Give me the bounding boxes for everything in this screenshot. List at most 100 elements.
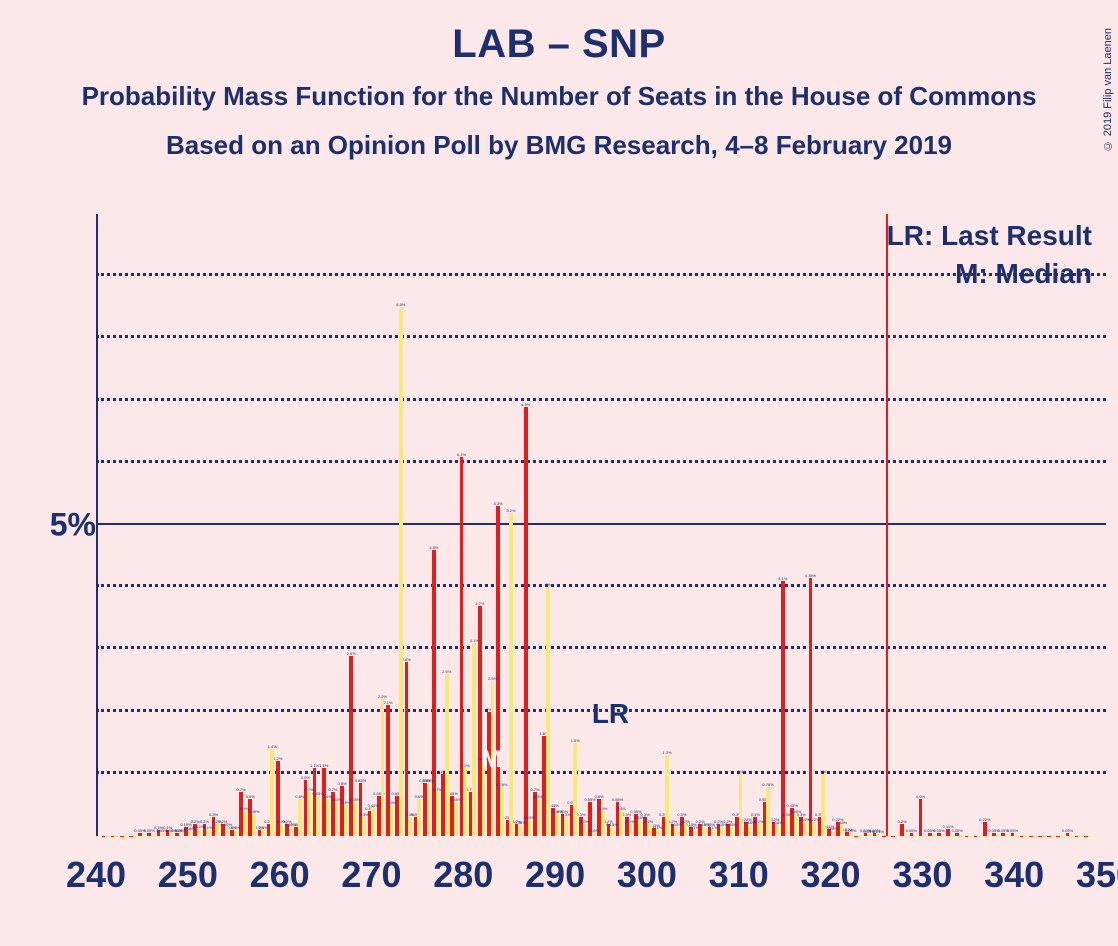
bar-value-label: 0.2% — [754, 819, 763, 824]
bar-yellow: 0.15% — [720, 827, 724, 836]
bar-yellow: 0.05% — [169, 833, 173, 836]
bar-yellow — [1042, 836, 1046, 837]
x-tick-label: 290 — [525, 854, 585, 896]
bar-yellow: 0.15% — [289, 827, 293, 836]
bar-value-label: 0.3% — [405, 812, 414, 817]
bar-value-label: 0.6% — [246, 794, 255, 799]
bar-value-label: 0.45% — [368, 803, 379, 808]
legend-m: M: Median — [955, 258, 1092, 290]
bar-yellow: 1% — [821, 774, 825, 836]
bar-yellow: 0.15% — [702, 827, 706, 836]
bar-value-label: 0.2% — [898, 819, 907, 824]
bar-yellow: 0.18% — [775, 825, 779, 836]
bar-yellow — [922, 836, 926, 837]
bar-yellow: 0.05% — [592, 833, 596, 836]
bar-value-label: 0.05% — [952, 828, 963, 833]
bar-yellow — [124, 836, 128, 837]
bar-yellow — [1014, 836, 1018, 837]
bar-red: 4.1% — [781, 581, 785, 836]
bar-value-label: 0.7% — [328, 787, 337, 792]
bar-yellow: 1.1% — [463, 768, 467, 836]
bar-value-label: 2.1% — [383, 700, 392, 705]
bar-value-label: 0.35% — [248, 809, 259, 814]
bar-value-label: 0.7% — [433, 787, 442, 792]
x-tick-label: 260 — [250, 854, 310, 896]
bar-red: 0.2% — [900, 824, 904, 836]
bar-yellow — [1023, 836, 1027, 837]
bar-yellow — [932, 836, 936, 837]
bar-yellow: 2.2% — [381, 699, 385, 836]
bar-value-label: 0.2% — [681, 819, 690, 824]
bar-value-label: 0.85% — [355, 778, 366, 783]
bar-yellow: 0.7% — [307, 792, 311, 836]
bar-value-label: 4.6% — [429, 545, 438, 550]
bar-value-label: 0.18% — [836, 820, 847, 825]
bar-yellow: 0.25% — [528, 820, 532, 836]
m-label: M — [482, 746, 502, 774]
bar-yellow: 0.35% — [555, 814, 559, 836]
bar-value-label: 0.05% — [1007, 828, 1018, 833]
bar-value-label: 0.85% — [423, 778, 434, 783]
bar-value-label: 0.1% — [231, 825, 240, 830]
bar-yellow: 0.35% — [252, 814, 256, 836]
bar-value-label: 0.45% — [786, 803, 797, 808]
bar-value-label: 0.08% — [827, 826, 838, 831]
bar-yellow: 0.3% — [362, 817, 366, 836]
bar-value-label: 0.4% — [617, 806, 626, 811]
y-axis-label-5pct: 5% — [50, 507, 96, 544]
chart-subtitle2: Based on an Opinion Poll by BMG Research… — [0, 130, 1118, 161]
bar-yellow — [105, 836, 109, 837]
bar-value-label: 1.5% — [571, 738, 580, 743]
bar-value-label: 0.4% — [598, 806, 607, 811]
bar-value-label: 0.6% — [534, 794, 543, 799]
bar-yellow: 0.1% — [711, 830, 715, 836]
x-axis-labels: 240250260270280290300310320330340350 — [96, 846, 1106, 906]
bar-value-label: 0.35% — [790, 809, 801, 814]
x-tick-label: 330 — [892, 854, 952, 896]
bar-yellow: 0.4% — [243, 811, 247, 836]
bar-yellow: 0.05% — [849, 833, 853, 836]
bar-value-label: 1.4% — [268, 744, 277, 749]
bar-value-label: 0.5% — [387, 800, 396, 805]
bar-value-label: 0.6% — [916, 794, 925, 799]
bar-value-label: 6.1% — [457, 452, 466, 457]
bar-value-label: 4.15% — [805, 573, 816, 578]
bar-value-label: 0.2% — [644, 819, 653, 824]
bar-yellow: 0.18% — [748, 825, 752, 836]
bar-yellow: 0.45% — [371, 808, 375, 836]
bar-yellow: 0.55% — [353, 802, 357, 836]
bar-yellow: 0.25% — [638, 820, 642, 836]
bar-value-label: 1.1% — [461, 763, 470, 768]
bar-value-label: 4.1% — [778, 576, 787, 581]
title-block: LAB – SNP Probability Mass Function for … — [0, 22, 1118, 161]
bar-yellow: 0.1% — [693, 830, 697, 836]
bar-yellow: 1.3% — [665, 755, 669, 836]
bar-yellow: 0.78% — [500, 787, 504, 836]
bar-value-label: 2.6% — [442, 669, 451, 674]
bar-yellow: 0.6% — [298, 799, 302, 836]
bar-yellow — [1033, 836, 1037, 837]
bar-yellow — [1078, 836, 1082, 837]
bar-yellow — [114, 836, 118, 837]
bar-red: 2.8% — [405, 662, 409, 836]
bar-yellow — [858, 836, 862, 837]
bar-red: 4.15% — [809, 578, 813, 836]
bar-yellow: 0.35% — [794, 814, 798, 836]
bar-yellow: 0.2% — [629, 824, 633, 836]
bar-yellow: 0.1% — [261, 830, 265, 836]
bar-yellow — [1005, 836, 1009, 837]
bar-value-label: 0.25% — [524, 815, 535, 820]
bar-value-label: 0.6% — [595, 794, 604, 799]
x-tick-label: 250 — [158, 854, 218, 896]
bar-yellow: 0.1% — [206, 830, 210, 836]
bar-value-label: 3.1% — [470, 638, 479, 643]
bar-yellow — [996, 836, 1000, 837]
bar-yellow: 0.04% — [867, 834, 871, 836]
bar-yellow: 0.2% — [215, 824, 219, 836]
bar-value-label: 0.1% — [259, 825, 268, 830]
bar-yellow — [1069, 836, 1073, 837]
bar-yellow — [133, 836, 137, 837]
bar-value-label: 5.2% — [506, 508, 515, 513]
bar-value-label: 0.05% — [906, 828, 917, 833]
bar-yellow: 0.2% — [684, 824, 688, 836]
